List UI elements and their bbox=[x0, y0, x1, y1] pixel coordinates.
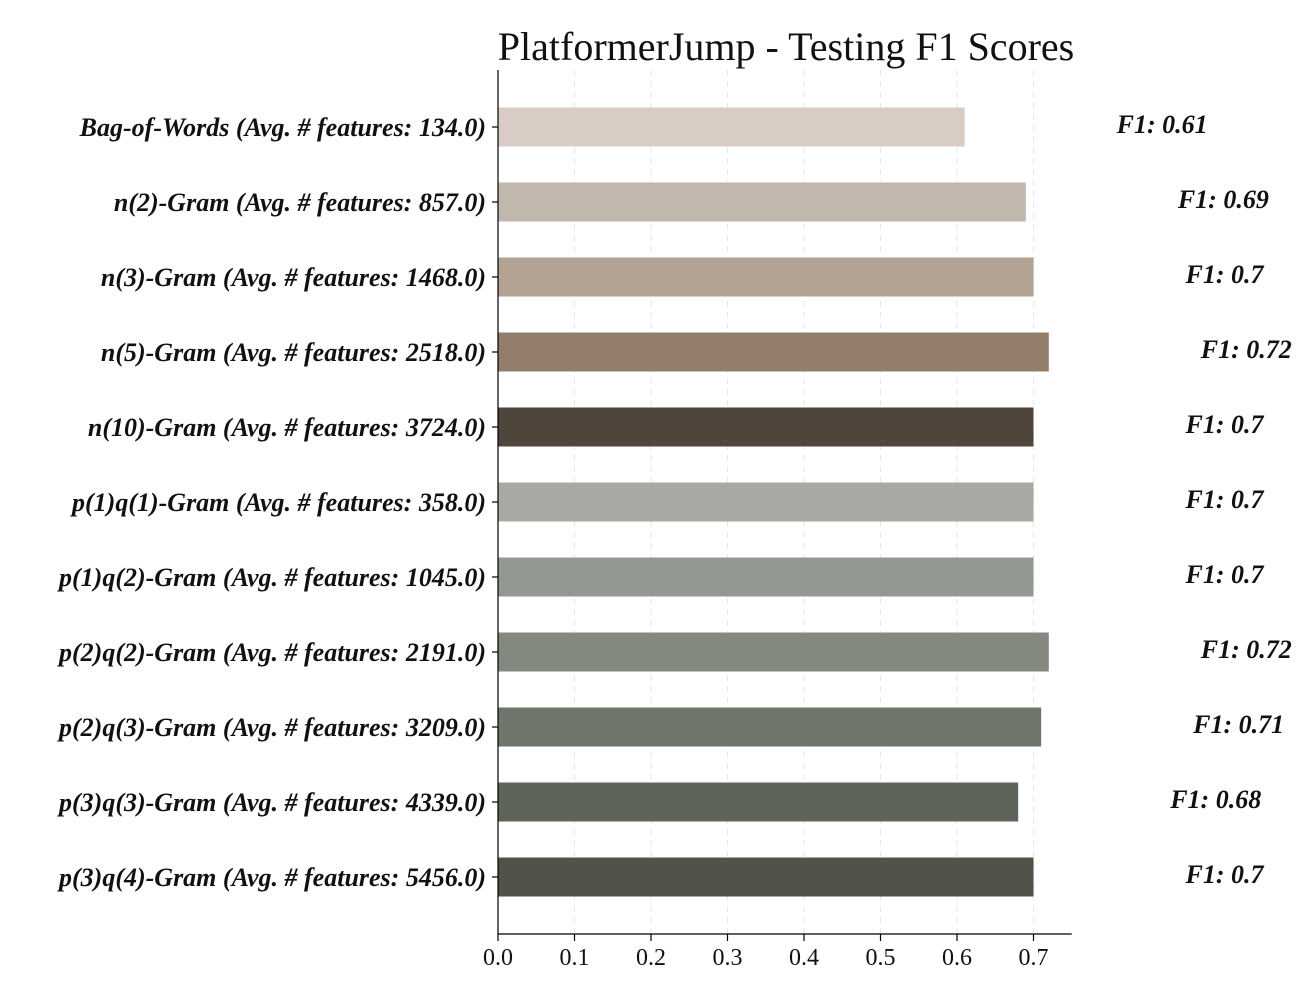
x-tick-label: 0.2 bbox=[636, 945, 666, 971]
bar bbox=[498, 782, 1019, 822]
value-label: F1: 0.71 bbox=[1192, 710, 1284, 739]
category-label: p(1)q(1)-Gram (Avg. # features: 358.0) bbox=[70, 488, 486, 517]
x-tick-label: 0.3 bbox=[713, 945, 743, 971]
bar bbox=[498, 257, 1034, 297]
category-label: p(3)q(3)-Gram (Avg. # features: 4339.0) bbox=[57, 788, 486, 817]
category-label: p(3)q(4)-Gram (Avg. # features: 5456.0) bbox=[57, 863, 486, 892]
value-label: F1: 0.61 bbox=[1116, 110, 1208, 139]
x-tick-label: 0.4 bbox=[789, 945, 819, 971]
bar bbox=[498, 407, 1034, 447]
value-label: F1: 0.7 bbox=[1185, 560, 1265, 589]
value-label: F1: 0.72 bbox=[1200, 635, 1292, 664]
value-label: F1: 0.7 bbox=[1185, 410, 1265, 439]
bar bbox=[498, 557, 1034, 597]
value-label: F1: 0.7 bbox=[1185, 485, 1265, 514]
category-label: n(5)-Gram (Avg. # features: 2518.0) bbox=[101, 338, 486, 367]
x-tick-label: 0.7 bbox=[1019, 945, 1049, 971]
bar bbox=[498, 107, 965, 147]
bar bbox=[498, 182, 1026, 222]
x-tick-label: 0.5 bbox=[866, 945, 896, 971]
value-label: F1: 0.68 bbox=[1169, 785, 1261, 814]
x-tick-label: 0.0 bbox=[483, 945, 513, 971]
category-label: n(3)-Gram (Avg. # features: 1468.0) bbox=[101, 263, 486, 292]
category-label: p(1)q(2)-Gram (Avg. # features: 1045.0) bbox=[57, 563, 486, 592]
x-tick-label: 0.1 bbox=[560, 945, 590, 971]
category-label: Bag-of-Words (Avg. # features: 134.0) bbox=[79, 113, 486, 142]
bar bbox=[498, 707, 1042, 747]
bar bbox=[498, 857, 1034, 897]
bars bbox=[498, 107, 1049, 897]
value-labels: F1: 0.61 F1: 0.69 F1: 0.7 F1: 0.72 F1: 0.7 F1… bbox=[1116, 110, 1292, 889]
category-label: n(2)-Gram (Avg. # features: 857.0) bbox=[114, 188, 486, 217]
bar bbox=[498, 482, 1034, 522]
x-tick-label: 0.6 bbox=[942, 945, 972, 971]
bar bbox=[498, 632, 1049, 672]
category-label: p(2)q(3)-Gram (Avg. # features: 3209.0) bbox=[57, 713, 486, 742]
value-label: F1: 0.72 bbox=[1200, 335, 1292, 364]
value-label: F1: 0.7 bbox=[1185, 260, 1265, 289]
bar bbox=[498, 332, 1049, 372]
axes: 0.0 0.1 0.2 0.3 0.4 0.5 0.6 0.7 bbox=[483, 70, 1072, 971]
category-label: p(2)q(2)-Gram (Avg. # features: 2191.0) bbox=[57, 638, 486, 667]
category-labels: Bag-of-Words (Avg. # features: 134.0) n(2… bbox=[57, 113, 486, 892]
category-label: n(10)-Gram (Avg. # features: 3724.0) bbox=[88, 413, 486, 442]
value-label: F1: 0.69 bbox=[1177, 185, 1269, 214]
value-label: F1: 0.7 bbox=[1185, 860, 1265, 889]
chart-title: PlatformerJump - Testing F1 Scores bbox=[498, 24, 1074, 69]
